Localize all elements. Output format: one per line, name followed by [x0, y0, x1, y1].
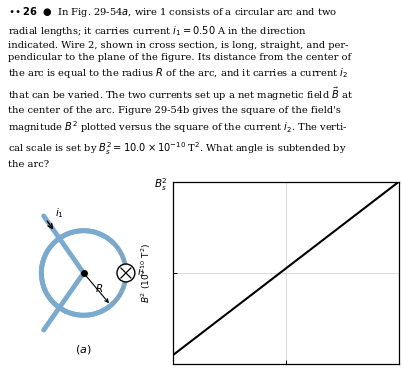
Y-axis label: $B^2\ (10^{-10}\ \mathrm{T}^2)$: $B^2\ (10^{-10}\ \mathrm{T}^2)$	[139, 243, 153, 303]
Text: $i_1$: $i_1$	[55, 206, 64, 220]
Text: $R$: $R$	[95, 282, 103, 294]
Text: $\bullet\!\bullet$$\mathbf{26}$  ●  In Fig. 29-54$a$, wire 1 consists of a circu: $\bullet\!\bullet$$\mathbf{26}$ ● In Fig…	[8, 6, 353, 169]
Text: $i_2$: $i_2$	[137, 265, 145, 279]
Text: $(a)$: $(a)$	[75, 343, 92, 356]
Circle shape	[117, 264, 135, 282]
